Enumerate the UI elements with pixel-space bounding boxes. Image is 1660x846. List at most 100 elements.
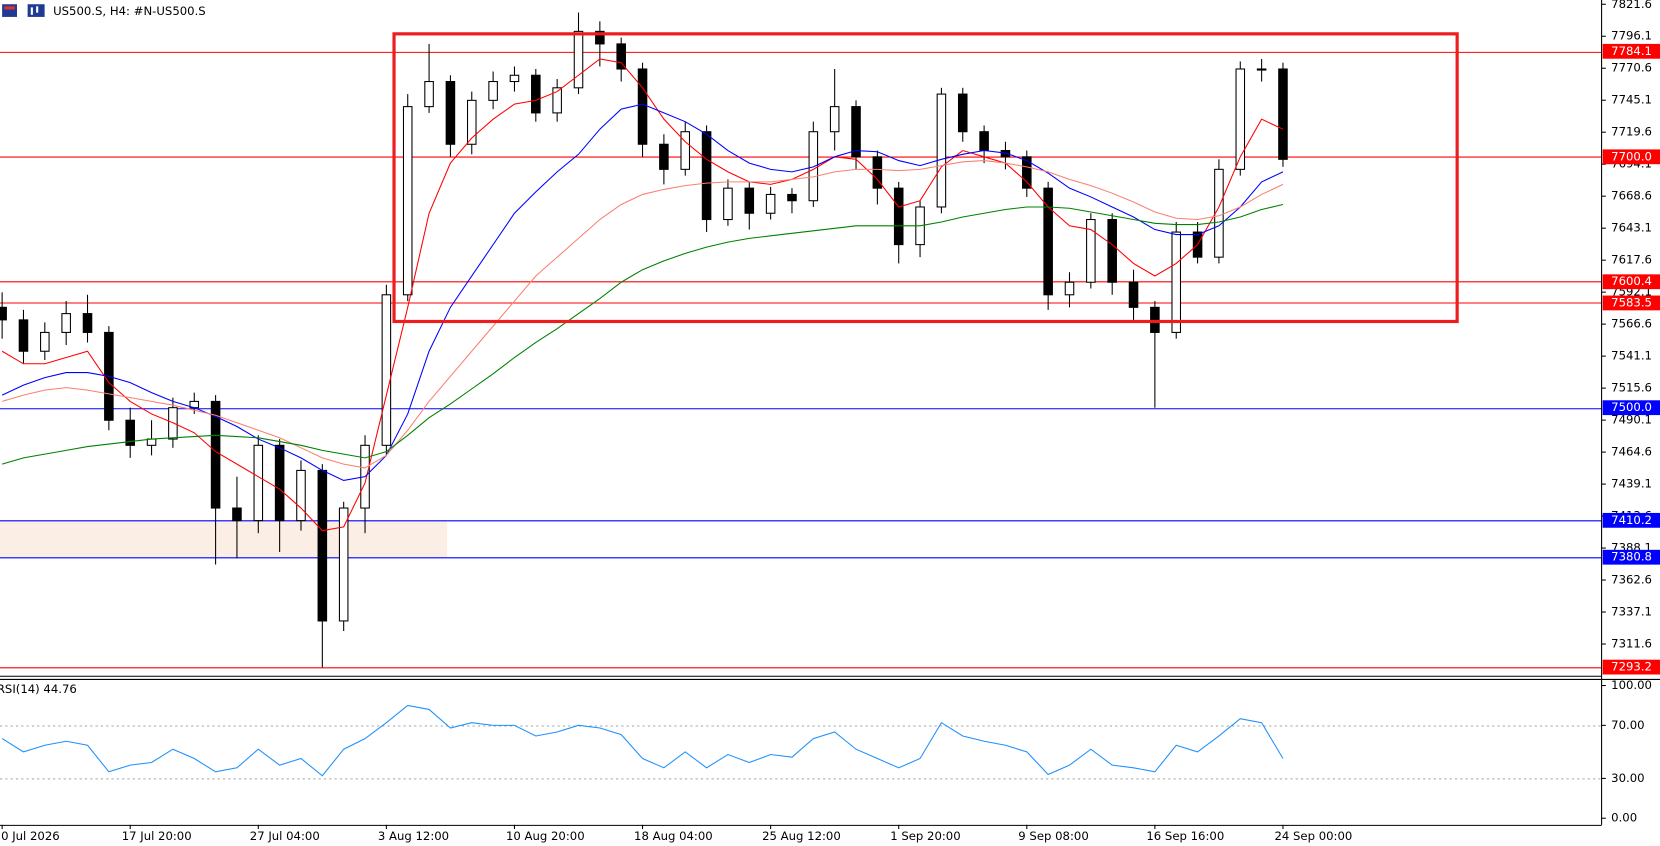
background-layer: [0, 51, 1602, 780]
level-label-box: [1602, 400, 1660, 416]
candle-body: [402, 106, 413, 296]
y-tick-label: 7490.1: [1611, 413, 1652, 427]
candle-body: [1022, 156, 1032, 189]
level-label: 7700.0: [1611, 149, 1652, 163]
candle-body: [851, 106, 861, 158]
candle-body: [509, 74, 520, 83]
data-layer: [0, 12, 1288, 777]
candle-body: [232, 507, 242, 522]
x-tick-label: 18 Aug 04:00: [634, 829, 713, 843]
candle-body: [893, 187, 904, 246]
icon: [30, 7, 33, 15]
candle-body: [82, 313, 93, 333]
rsi-line: [1, 704, 1284, 777]
level-label-box: [1602, 274, 1660, 290]
candle-body: [381, 294, 392, 446]
candle-body: [1000, 150, 1011, 158]
candle-body: [466, 99, 477, 145]
candle-body: [1171, 231, 1182, 333]
y-tick-label: 7668.6: [1611, 189, 1652, 203]
x-tick-label: 17 Jul 20:00: [122, 829, 192, 843]
y-tick-label: 7821.6: [1611, 0, 1652, 11]
level-label-box: [1602, 659, 1660, 675]
candle-body: [1150, 306, 1160, 333]
candle-body: [1086, 218, 1096, 283]
icon: [36, 6, 39, 13]
rsi-tick-label: 30.00: [1611, 771, 1644, 785]
candle-body: [317, 469, 328, 622]
x-tick-label: 27 Jul 04:00: [250, 829, 320, 843]
rsi-tick-label: 70.00: [1611, 718, 1644, 732]
candle-body: [1043, 187, 1053, 296]
moving-average: [1, 160, 1284, 469]
candle-body: [637, 68, 648, 145]
level-label: 7380.8: [1611, 550, 1652, 564]
x-tick-label: 1 Sep 20:00: [890, 829, 960, 843]
candle-body: [146, 438, 157, 446]
level-label: 7293.2: [1611, 660, 1652, 674]
x-tick-label: 16 Sep 16:00: [1146, 829, 1224, 843]
candle-body: [1278, 68, 1288, 160]
y-tick-label: 7770.6: [1611, 61, 1652, 75]
candle-body: [616, 43, 626, 70]
y-tick-label: 7719.6: [1611, 125, 1652, 139]
y-tick-label: 7541.1: [1611, 349, 1652, 363]
chart-title: US500.S, H4: #N-US500.S: [53, 4, 206, 18]
y-tick-label: 7796.1: [1611, 29, 1652, 43]
candle-body: [1256, 68, 1267, 71]
candle-body: [979, 131, 989, 152]
x-tick-label: 24 Sep 00:00: [1274, 829, 1352, 843]
candle-body: [573, 30, 584, 89]
candle-body: [210, 400, 221, 509]
candle-body: [424, 81, 434, 108]
range-box: [392, 32, 1459, 324]
rsi-tick-label: 100.00: [1611, 678, 1652, 692]
candle-body: [488, 81, 498, 101]
candle-body: [18, 319, 29, 352]
candle-body: [253, 444, 264, 522]
candle-body: [1235, 68, 1246, 170]
y-tick-label: 7311.6: [1611, 637, 1652, 651]
y-tick-label: 7362.6: [1611, 573, 1652, 587]
candle-body: [1064, 281, 1075, 296]
candle-body: [274, 444, 285, 522]
candle-body: [957, 93, 968, 133]
candle-body: [0, 306, 7, 321]
icon: [4, 6, 15, 10]
icon: [2, 4, 17, 17]
level-label-box: [1602, 512, 1660, 528]
candle-body: [1107, 218, 1117, 283]
y-tick-label: 7745.1: [1611, 93, 1652, 107]
zone: [0, 520, 448, 558]
x-tick-label: 3 Aug 12:00: [378, 829, 449, 843]
level-label: 7410.2: [1611, 513, 1652, 527]
level-label: 7583.5: [1611, 295, 1652, 309]
level-label: 7784.1: [1611, 44, 1652, 58]
y-tick-label: 7515.6: [1611, 381, 1652, 395]
level-label: 7600.4: [1611, 274, 1652, 288]
y-tick-label: 7439.1: [1611, 477, 1652, 491]
candle-body: [40, 331, 50, 352]
frame: US500.S, H4: #N-US500.S RSI(14) 44.76: [0, 0, 1660, 826]
candle-body: [61, 313, 71, 333]
candle-body: [595, 30, 605, 45]
candle-body: [872, 156, 883, 189]
candle-body: [659, 143, 669, 170]
x-tick-label: 10 Jul 2026: [0, 829, 60, 843]
level-label-box: [1602, 149, 1660, 165]
candle-body: [829, 106, 840, 133]
y-tick-label: 7337.1: [1611, 605, 1652, 619]
candle-body: [723, 187, 733, 221]
candle-body: [125, 419, 135, 446]
y-tick-label: 7566.6: [1611, 317, 1652, 331]
x-tick-label: 10 Aug 20:00: [506, 829, 585, 843]
candle-body: [765, 193, 776, 214]
candle-body: [701, 131, 712, 221]
candle-body: [338, 507, 349, 622]
moving-average: [1, 103, 1284, 481]
candle-body: [744, 187, 755, 214]
